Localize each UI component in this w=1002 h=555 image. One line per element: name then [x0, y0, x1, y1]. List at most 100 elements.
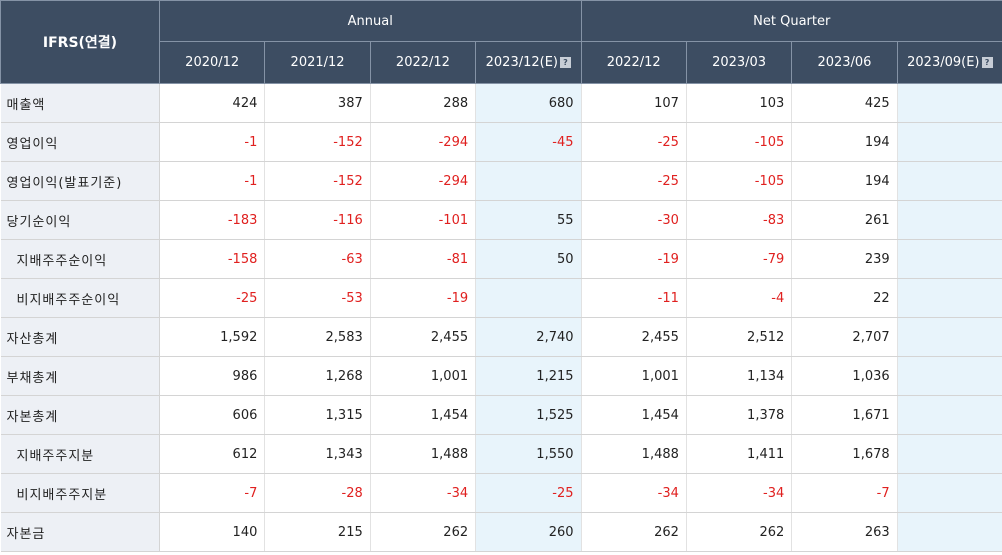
group-header-annual: Annual [159, 0, 582, 42]
table-cell [897, 161, 1002, 201]
info-icon[interactable]: ? [560, 57, 571, 68]
table-cell: -116 [264, 200, 371, 240]
table-cell: 2,455 [370, 317, 477, 357]
period-label: 2021/12 [290, 55, 345, 70]
row-label: 자본총계 [0, 395, 160, 435]
table-cell: 1,001 [370, 356, 477, 396]
table-row: 부채총계 986 1,268 1,001 1,215 1,001 1,134 1,036 [0, 356, 1002, 396]
period-label: 2023/12(E) [485, 55, 558, 70]
table-header-label: IFRS(연결) [0, 0, 160, 84]
table-cell: 215 [264, 512, 371, 552]
period-header: 2023/06 [791, 41, 898, 84]
table-cell: -83 [686, 200, 793, 240]
table-cell: 262 [686, 512, 793, 552]
table-cell: 260 [475, 512, 582, 552]
table-cell: 424 [159, 83, 266, 123]
table-cell: 194 [791, 122, 898, 162]
table-row: 영업이익 -1 -152 -294 -45 -25 -105 194 [0, 122, 1002, 162]
table-cell: 1,134 [686, 356, 793, 396]
table-row: 자본금 140 215 262 260 262 262 263 [0, 512, 1002, 552]
row-label: 비지배주주지분 [0, 473, 160, 513]
period-label: 2022/12 [606, 55, 661, 70]
table-cell: 22 [791, 278, 898, 318]
table-cell: -1 [159, 122, 266, 162]
table-cell: -1 [159, 161, 266, 201]
table-cell: 2,740 [475, 317, 582, 357]
table-cell: 1,215 [475, 356, 582, 396]
table-row: 당기순이익 -183 -116 -101 55 -30 -83 261 [0, 200, 1002, 240]
table-cell: 425 [791, 83, 898, 123]
period-header: 2022/12 [369, 41, 477, 84]
table-cell: 1,525 [475, 395, 582, 435]
table-cell [897, 122, 1002, 162]
period-header: 2023/12(E)? [475, 41, 582, 84]
group-header-net-quarter: Net Quarter [580, 0, 1002, 42]
table-cell: 2,512 [686, 317, 793, 357]
row-label: 지배주주순이익 [0, 239, 160, 279]
table-cell: 2,455 [581, 317, 687, 357]
table-cell: 612 [159, 434, 266, 474]
table-cell: -19 [581, 239, 687, 279]
period-header: 2021/12 [264, 41, 371, 84]
table-cell: -183 [159, 200, 266, 240]
table-cell [897, 317, 1002, 357]
table-cell: -63 [264, 239, 371, 279]
table-cell: -34 [686, 473, 793, 513]
table-cell: 1,454 [370, 395, 477, 435]
table-cell: 194 [791, 161, 898, 201]
table-cell: 1,268 [264, 356, 371, 396]
period-label: 2023/06 [817, 55, 872, 70]
table-cell [897, 278, 1002, 318]
table-cell: -294 [370, 122, 477, 162]
table-cell: -152 [264, 161, 371, 201]
table-cell: -101 [370, 200, 477, 240]
table-cell: -79 [686, 239, 793, 279]
table-cell: -25 [159, 278, 266, 318]
table-row: 자산총계 1,592 2,583 2,455 2,740 2,455 2,512 2,707 [0, 317, 1002, 357]
table-cell: 288 [370, 83, 477, 123]
table-cell: 1,378 [686, 395, 793, 435]
row-label: 자산총계 [0, 317, 160, 357]
table-cell: 1,343 [264, 434, 371, 474]
period-header-row: 2020/12 2021/12 2022/12 2023/12(E)? 2022/12 2… [1, 41, 1002, 84]
table-cell: -81 [370, 239, 477, 279]
table-cell: -25 [475, 473, 582, 513]
table-cell: 1,001 [581, 356, 687, 396]
table-cell: 680 [475, 83, 582, 123]
row-label: 부채총계 [0, 356, 160, 396]
table-cell: 1,036 [791, 356, 898, 396]
table-cell [897, 356, 1002, 396]
table-cell [897, 83, 1002, 123]
table-cell: -7 [791, 473, 898, 513]
info-icon[interactable]: ? [981, 57, 993, 68]
table-cell [897, 512, 1002, 552]
table-cell: -105 [686, 122, 793, 162]
period-label: 2022/12 [395, 55, 450, 70]
table-cell: 263 [791, 512, 898, 552]
table-cell: 55 [475, 200, 582, 240]
table-cell: 1,550 [475, 434, 582, 474]
table-cell: -11 [581, 278, 687, 318]
table-row: 지배주주순이익 -158 -63 -81 50 -19 -79 239 [0, 239, 1002, 279]
table-cell [897, 395, 1002, 435]
row-label: 영업이익(발표기준) [0, 161, 160, 201]
table-cell: -152 [264, 122, 371, 162]
table-cell [897, 239, 1002, 279]
row-label: 지배주주지분 [0, 434, 160, 474]
table-cell: -30 [581, 200, 687, 240]
table-cell [897, 200, 1002, 240]
period-label: 2023/03 [712, 55, 767, 70]
table-cell: -294 [370, 161, 477, 201]
period-header: 2023/09(E)? [896, 41, 1002, 84]
table-row: 영업이익(발표기준) -1 -152 -294 -25 -105 194 [0, 161, 1002, 201]
period-header: 2022/12 [580, 41, 687, 84]
table-cell: 261 [791, 200, 898, 240]
table-cell: 1,411 [686, 434, 793, 474]
row-label: 영업이익 [0, 122, 160, 162]
row-label: 비지배주주순이익 [0, 278, 160, 318]
table-row: 비지배주주순이익 -25 -53 -19 -11 -4 22 [0, 278, 1002, 318]
table-cell: 1,488 [370, 434, 477, 474]
period-label: 2023/09(E) [907, 55, 980, 70]
table-cell: 1,671 [791, 395, 898, 435]
